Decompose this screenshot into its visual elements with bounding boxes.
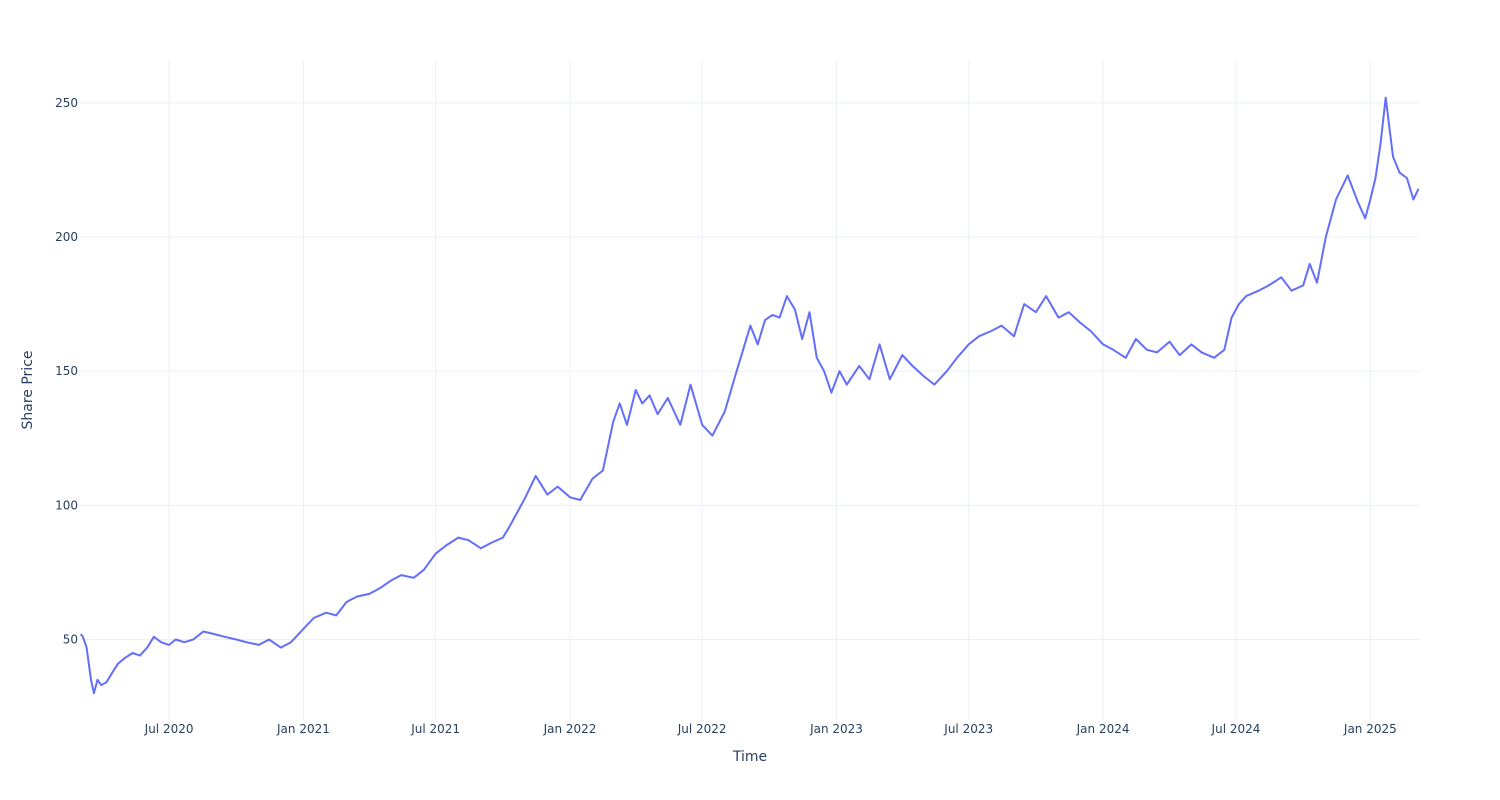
y-tick-label: 50: [63, 633, 78, 647]
y-axis-title: Share Price: [20, 350, 36, 429]
x-tick-label: Jan 2021: [276, 722, 330, 736]
y-tick-label: 200: [55, 230, 78, 244]
x-tick-label: Jul 2021: [410, 722, 460, 736]
x-tick-label: Jul 2023: [943, 722, 993, 736]
x-tick-label: Jul 2020: [144, 722, 194, 736]
y-tick-label: 150: [55, 364, 78, 378]
x-gridlines: [168, 60, 1371, 720]
x-tick-label: Jul 2024: [1211, 722, 1261, 736]
x-tick-label: Jan 2025: [1343, 722, 1397, 736]
x-tick-labels: Jul 2020 Jan 2021 Jul 2021 Jan 2022 Jul 2022…: [144, 722, 1397, 736]
y-tick-label: 100: [55, 498, 78, 512]
y-tick-labels: 50 100 150 200 250: [55, 96, 78, 647]
y-gridlines: [80, 102, 1420, 641]
x-tick-label: Jan 2023: [809, 722, 863, 736]
series-layer: [79, 96, 1420, 695]
x-tick-label: Jul 2022: [677, 722, 727, 736]
x-tick-label: Jan 2022: [543, 722, 597, 736]
y-tick-label: 250: [55, 96, 78, 110]
series-line: [79, 96, 1420, 695]
x-tick-label: Jan 2024: [1076, 722, 1130, 736]
x-axis-title: Time: [732, 749, 767, 765]
